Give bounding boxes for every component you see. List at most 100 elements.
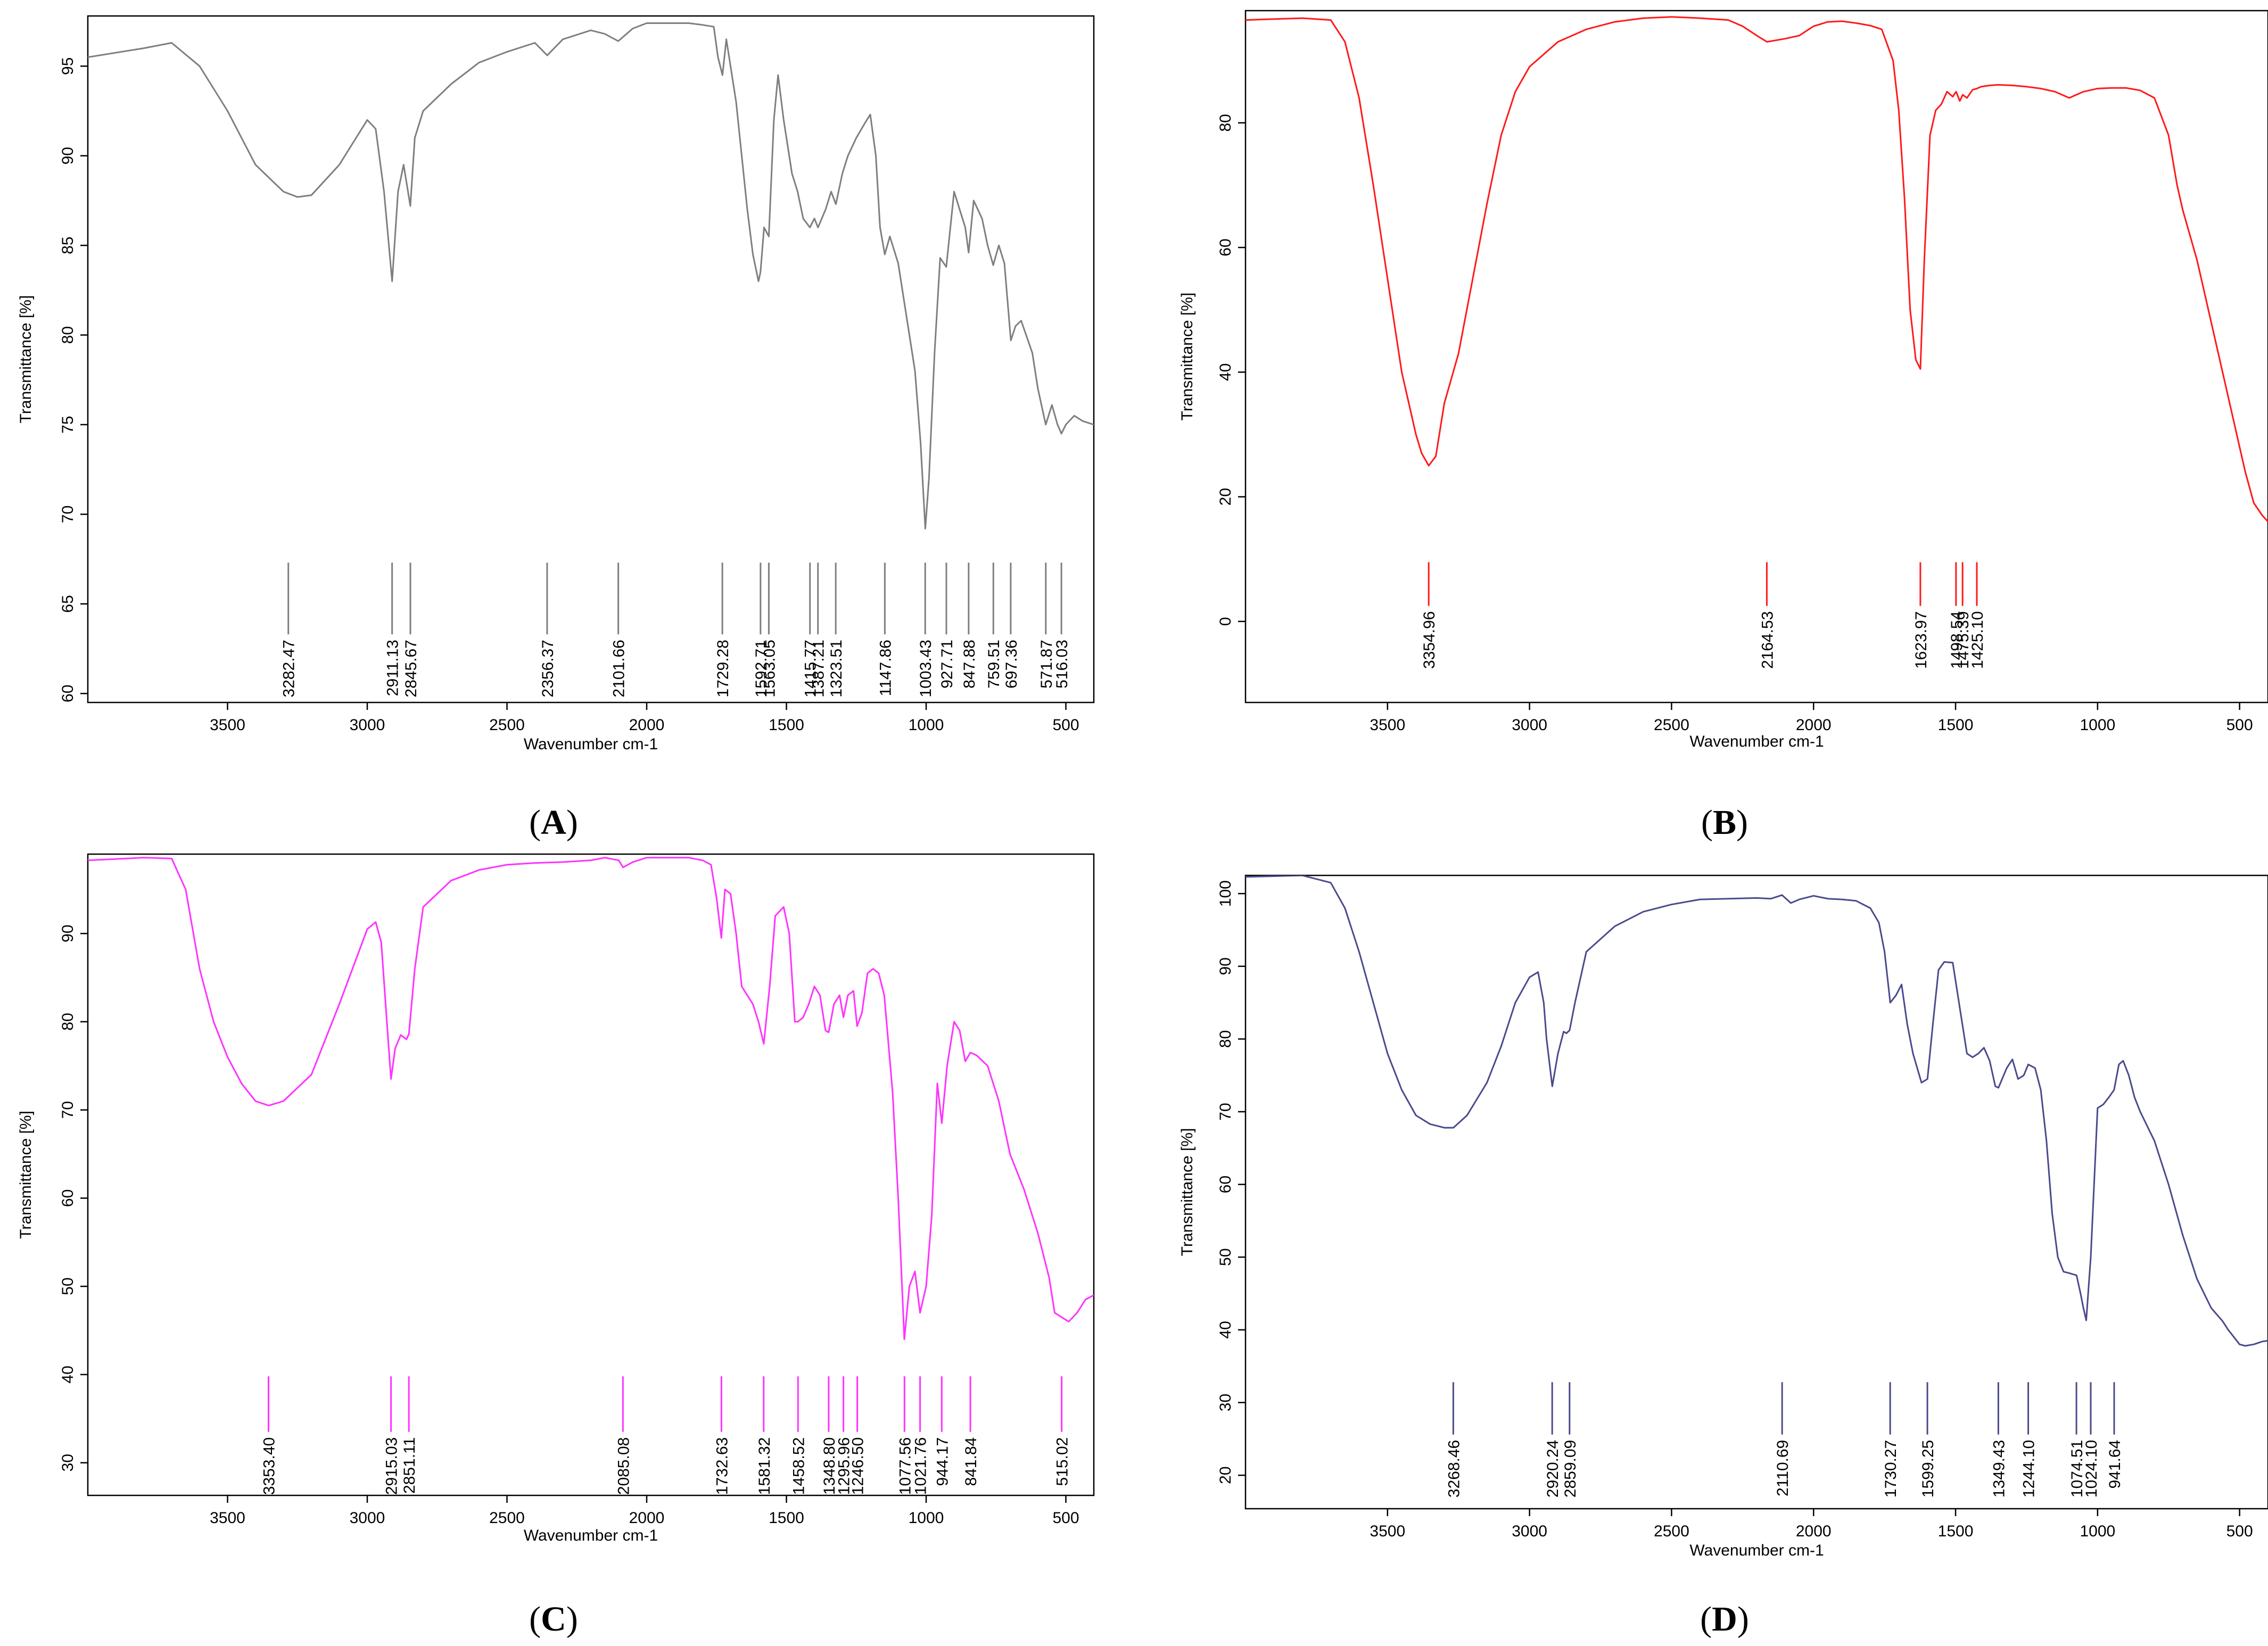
panel-label-d: (D) [1700,1600,1749,1639]
chart-b-peak-label: 1475.39 [1954,611,1972,668]
chart-a-y-tick-label: 65 [59,595,77,613]
chart-b-spectrum-line [1246,16,2268,523]
chart-c-peak-label: 1732.63 [713,1437,731,1495]
chart-c-peak-label: 1581.32 [756,1437,773,1495]
chart-c-peak-label: 1021.76 [912,1437,930,1495]
chart-d-y-tick-label: 20 [1217,1466,1234,1484]
chart-c-x-tick-label: 1000 [909,1509,944,1527]
chart-d-x-tick-label: 500 [2226,1523,2253,1540]
chart-c-peak-label: 2915.03 [383,1437,401,1495]
chart-b-peak-label: 1498.54 [1948,611,1966,668]
chart-b-x-tick-label: 3000 [1512,716,1547,734]
chart-c-peak-label: 515.02 [1054,1437,1071,1486]
chart-b-x-tick-label: 2000 [1796,716,1832,734]
chart-a-peak-label: 1563.05 [761,640,778,697]
chart-c-x-axis-title: Wavenumber cm-1 [524,1527,658,1544]
chart-d-y-tick-label: 80 [1217,1030,1234,1048]
chart-a-peak-label: 2356.37 [539,640,557,697]
chart-a-spectrum-line [88,22,1094,530]
chart-a-y-tick-label: 90 [59,147,77,164]
chart-d-x-tick-label: 1000 [2080,1523,2115,1540]
chart-d-peak-label: 2859.09 [1562,1440,1579,1498]
chart-d-peak-label: 2110.69 [1774,1440,1792,1496]
chart-c-plot-frame [87,853,1095,1496]
chart-b-peak-label: 1425.10 [1969,611,1986,668]
chart-c-y-tick-label: 80 [59,1013,77,1030]
chart-a-peak-label: 1323.51 [828,640,845,697]
chart-b-peak-label: 2164.53 [1759,611,1776,668]
chart-c-peak-label: 1295.96 [836,1437,853,1495]
chart-a-peak-label: 2911.13 [384,640,402,696]
chart-panel-a: 3500 3000 2500 2000 1500 1000 500 60 65 70 75 80 85 9… [0,0,1123,809]
chart-c-y-axis-title: Transmittance [%] [17,1111,35,1239]
chart-d-x-tick-label: 2500 [1654,1523,1689,1540]
chart-c-x-tick-label: 3500 [210,1509,245,1527]
chart-a-y-tick-label: 80 [59,326,77,344]
chart-a-x-tick-label: 2000 [629,716,665,734]
chart-d-peak-label: 1024.10 [2083,1440,2100,1498]
chart-b-x-tick-label: 1500 [1938,716,1974,734]
chart-d-plot-frame [1244,874,2268,1510]
chart-c-x-tick-label: 2500 [489,1509,525,1527]
chart-d-x-tick-label: 1500 [1938,1523,1974,1540]
chart-d-x-tick-label: 2000 [1796,1523,1832,1540]
chart-a-peak-label: 571.87 [1038,640,1055,689]
chart-c-peak-label: 3353.40 [260,1437,278,1495]
chart-a-plot-frame [87,15,1095,704]
chart-a-peak-label: 759.51 [985,640,1003,689]
chart-d-peak-label: 1244.10 [2020,1440,2038,1498]
chart-a-y-tick-label: 85 [59,236,77,254]
chart-panel-b: 3500 3000 2500 2000 1500 1000 500 0 20 40 60 80 Wave… [1160,0,2268,809]
chart-a-peak-label: 1729.28 [714,640,732,697]
chart-a-peak-label: 3282.47 [281,640,298,697]
chart-d-x-axis-title: Wavenumber cm-1 [1689,1542,1824,1559]
chart-b-y-tick-label: 0 [1217,617,1234,626]
chart-b-peak-label: 3354.96 [1421,611,1438,668]
chart-c-x-tick-label: 3000 [350,1509,385,1527]
chart-d-peak-label: 2920.24 [1544,1440,1562,1498]
chart-a-peak-label: 1415.77 [802,640,820,697]
chart-c: 3500 3000 2500 2000 1500 1000 500 30 40 50 60 70 80 9… [17,853,1095,1544]
chart-a-x-tick-label: 3000 [350,716,385,734]
chart-d-spectrum-line [1246,875,2268,1347]
chart-b-x-axis-title: Wavenumber cm-1 [1689,733,1824,750]
chart-c-y-tick-label: 70 [59,1101,77,1119]
chart-c-y-tick-label: 50 [59,1277,77,1295]
chart-a-x-tick-label: 1000 [909,716,944,734]
chart-a-y-tick-label: 60 [59,684,77,702]
chart-a-x-tick-label: 2500 [489,716,525,734]
chart-d-peak-label: 1730.27 [1882,1440,1900,1498]
chart-b-y-tick-label: 20 [1217,488,1234,506]
chart-d-x-tick-label: 3500 [1370,1523,1405,1540]
chart-a-peak-label: 1387.21 [810,640,828,697]
chart-a-peak-label: 847.88 [961,640,978,689]
chart-a-peak-label: 2845.67 [402,640,420,697]
chart-c-peak-label: 2085.08 [615,1437,632,1495]
chart-d: 3500 3000 2500 2000 1500 1000 500 20 30 40 50 60 70 8… [1178,874,2268,1559]
chart-b-peak-label: 1623.97 [1912,611,1930,668]
chart-a-peak-label: 516.03 [1053,640,1071,689]
chart-a-peak-label: 697.36 [1003,640,1020,689]
chart-d-y-tick-label: 70 [1217,1103,1234,1120]
chart-c-y-tick-label: 30 [59,1454,77,1471]
chart-d-peak-label: 941.64 [2106,1440,2124,1489]
chart-a-peak-label: 1592.71 [753,640,770,697]
chart-panel-d: 3500 3000 2500 2000 1500 1000 500 20 30 40 50 60 70 8… [1160,849,2268,1604]
chart-d-y-tick-label: 90 [1217,957,1234,975]
chart-c-peak-label: 1458.52 [790,1437,807,1495]
chart-a-y-tick-label: 75 [59,416,77,433]
chart-b-x-tick-label: 3500 [1370,716,1405,734]
chart-c-y-tick-label: 90 [59,924,77,942]
chart-a-peak-label: 1003.43 [917,640,935,697]
chart-c-peak-label: 944.17 [934,1437,951,1486]
chart-b-y-tick-label: 60 [1217,238,1234,256]
chart-a-peak-label: 2101.66 [611,640,628,697]
chart-d-y-tick-label: 40 [1217,1321,1234,1338]
panel-label-a: (A) [529,803,578,842]
chart-a-y-tick-label: 70 [59,506,77,523]
chart-a-y-axis-title: Transmittance [%] [17,295,35,424]
chart-d-peak-label: 1599.25 [1919,1440,1937,1498]
chart-b-y-axis-title: Transmittance [%] [1178,293,1196,421]
chart-c-peak-label: 1246.50 [850,1437,867,1495]
chart-b-y-tick-label: 40 [1217,363,1234,381]
